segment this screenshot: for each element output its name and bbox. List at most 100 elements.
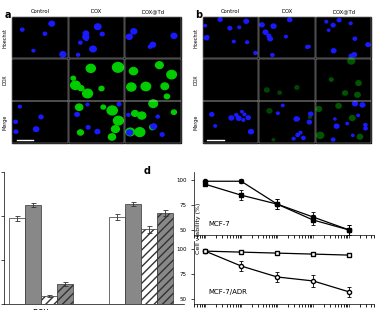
Circle shape [113,116,123,125]
Bar [316,17,372,58]
Bar [57,284,73,304]
Bar [203,101,258,143]
Text: Merge: Merge [3,114,8,130]
Circle shape [95,130,100,134]
Circle shape [295,86,299,89]
Circle shape [167,70,177,79]
Circle shape [79,41,82,44]
Circle shape [335,124,339,128]
Circle shape [90,46,96,52]
Circle shape [346,122,349,125]
Circle shape [249,130,254,134]
Bar [12,59,68,100]
Circle shape [268,37,273,41]
Bar [259,17,315,58]
Bar [141,229,156,304]
Circle shape [352,53,356,57]
Circle shape [101,105,105,109]
Circle shape [160,133,164,136]
Bar [316,59,372,100]
Text: DOX@Td: DOX@Td [332,9,355,14]
Bar [203,101,258,143]
Circle shape [141,82,150,91]
Circle shape [126,34,132,39]
Circle shape [327,29,330,31]
Circle shape [244,19,248,23]
Bar [259,101,315,143]
Circle shape [309,112,313,116]
Bar [125,101,181,143]
Circle shape [236,116,241,120]
Circle shape [307,120,311,124]
Circle shape [337,19,341,22]
Circle shape [296,133,299,136]
Bar [69,59,124,100]
Circle shape [148,45,152,48]
Text: Hoechst: Hoechst [194,28,198,47]
Text: DOX@Td: DOX@Td [141,9,165,14]
Circle shape [99,86,104,91]
Circle shape [131,29,137,34]
Circle shape [112,126,119,132]
Circle shape [246,116,250,119]
Circle shape [299,131,302,134]
Circle shape [206,36,209,38]
Text: Cell viability (%): Cell viability (%) [196,202,201,254]
Circle shape [86,64,95,72]
Circle shape [336,104,341,108]
Bar [259,59,315,100]
Bar [203,17,258,58]
Circle shape [204,36,209,40]
Circle shape [171,33,177,38]
Bar [125,17,181,58]
Bar [259,59,315,100]
Circle shape [267,109,272,113]
Text: DOX: DOX [282,9,293,14]
Circle shape [357,135,363,139]
Circle shape [107,106,117,115]
Circle shape [317,132,324,139]
Circle shape [334,118,336,120]
Circle shape [204,24,206,27]
Circle shape [352,134,354,136]
Circle shape [86,103,89,106]
Circle shape [357,114,359,117]
Circle shape [350,116,355,121]
Circle shape [34,127,39,131]
Circle shape [331,24,335,27]
Circle shape [83,31,88,36]
Circle shape [127,113,130,116]
Circle shape [100,32,104,36]
Circle shape [271,54,274,56]
Circle shape [129,68,138,75]
Bar [109,217,125,304]
Circle shape [149,100,158,108]
Circle shape [254,51,257,55]
Circle shape [364,123,367,126]
Circle shape [113,63,124,72]
Circle shape [332,49,336,53]
Circle shape [49,21,54,26]
Circle shape [242,119,245,121]
Text: Merge: Merge [194,114,198,130]
Circle shape [308,46,310,48]
Bar [259,101,315,143]
Bar [12,101,68,143]
Circle shape [150,42,155,47]
Circle shape [241,111,243,113]
Circle shape [14,130,18,133]
Circle shape [243,113,246,116]
Text: DOX: DOX [91,9,102,14]
Bar [12,101,68,143]
Bar [156,213,173,304]
Bar [316,101,372,143]
Circle shape [86,126,90,129]
Circle shape [285,35,287,38]
Circle shape [135,128,145,136]
Bar [316,59,372,100]
Circle shape [155,62,163,69]
Circle shape [71,76,76,80]
Text: MCF-7: MCF-7 [209,220,231,227]
Circle shape [210,113,214,116]
Circle shape [164,94,170,99]
